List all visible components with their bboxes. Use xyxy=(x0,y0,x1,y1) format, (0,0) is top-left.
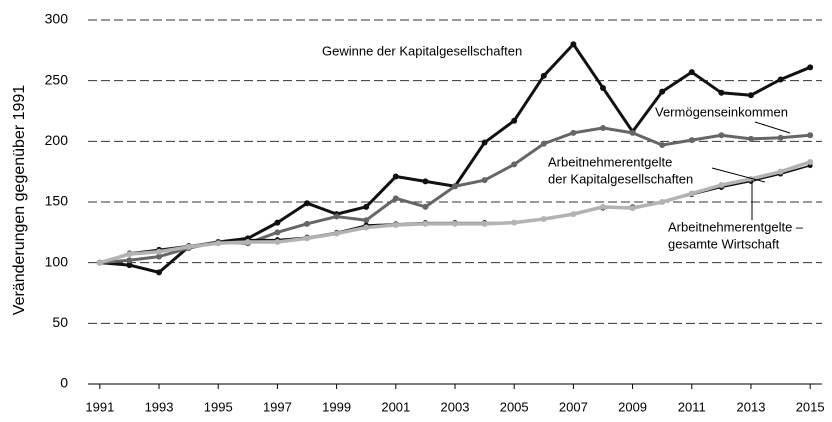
point xyxy=(304,235,311,242)
x-tick-label: 2009 xyxy=(618,399,647,414)
point xyxy=(274,229,281,236)
point xyxy=(96,259,103,266)
leader-line xyxy=(754,121,791,134)
point xyxy=(807,64,814,71)
point xyxy=(274,239,281,246)
point xyxy=(599,203,606,210)
point xyxy=(718,89,725,96)
point xyxy=(540,72,547,79)
x-tick-label: 2001 xyxy=(381,399,410,414)
x-tick-label: 2003 xyxy=(441,399,470,414)
y-tick-label: 200 xyxy=(45,132,69,148)
point xyxy=(659,88,666,95)
y-axis-label: Veränderungen gegenüber 1991 xyxy=(11,85,28,316)
point xyxy=(126,262,133,269)
point xyxy=(599,124,606,131)
point xyxy=(511,219,518,226)
point xyxy=(570,41,577,48)
point xyxy=(629,205,636,212)
point xyxy=(599,84,606,91)
annotation: der Kapitalgesellschaften xyxy=(548,171,693,186)
point xyxy=(540,140,547,147)
x-tick-label: 2015 xyxy=(796,399,825,414)
point xyxy=(422,203,429,210)
point xyxy=(156,269,163,276)
x-tick-label: 1999 xyxy=(322,399,351,414)
point xyxy=(126,257,133,264)
point xyxy=(659,199,666,205)
point xyxy=(570,129,577,136)
x-tick-label: 1997 xyxy=(263,399,292,414)
y-tick-label: 0 xyxy=(60,375,68,391)
point xyxy=(807,132,814,139)
point xyxy=(777,134,784,141)
point xyxy=(185,243,192,250)
annotation: gesamte Wirtschaft xyxy=(668,236,780,251)
x-tick-label: 2013 xyxy=(737,399,766,414)
point xyxy=(777,76,784,83)
point xyxy=(511,161,518,168)
point xyxy=(688,190,695,197)
point xyxy=(659,141,666,148)
point xyxy=(392,173,399,180)
y-tick-label: 300 xyxy=(45,11,69,27)
point xyxy=(807,158,814,165)
point xyxy=(540,215,547,222)
point xyxy=(244,239,251,246)
point xyxy=(392,222,399,229)
x-tick-label: 2005 xyxy=(500,399,529,414)
point xyxy=(422,178,429,185)
point xyxy=(747,92,754,99)
point xyxy=(126,251,133,258)
x-tick-label: 1995 xyxy=(204,399,233,414)
x-tick-label: 1993 xyxy=(145,399,174,414)
point xyxy=(481,139,488,146)
x-tick-label: 2011 xyxy=(678,399,706,414)
y-tick-label: 100 xyxy=(45,253,69,269)
point xyxy=(274,219,281,226)
y-tick-label: 250 xyxy=(45,71,69,87)
annotation: Arbeitnehmerentgelte – xyxy=(668,219,804,234)
point xyxy=(304,200,311,207)
point xyxy=(747,135,754,142)
annotation: Arbeitnehmerentgelte xyxy=(548,154,672,169)
point xyxy=(363,224,370,231)
point xyxy=(363,203,370,210)
point xyxy=(452,220,458,227)
point xyxy=(422,220,429,227)
x-tick-label: 1991 xyxy=(85,399,114,414)
point xyxy=(333,213,340,220)
point xyxy=(215,240,222,247)
point xyxy=(688,137,695,144)
point xyxy=(452,183,458,190)
point xyxy=(718,182,725,189)
x-tick-label: 2007 xyxy=(559,399,588,414)
point xyxy=(392,195,399,202)
leader-line xyxy=(711,167,766,183)
annotation: Gewinne der Kapitalgesellschaften xyxy=(322,43,522,58)
point xyxy=(363,217,370,224)
point xyxy=(156,253,163,260)
point xyxy=(570,211,577,218)
point xyxy=(688,69,695,76)
y-tick-label: 50 xyxy=(52,314,68,330)
y-tick-label: 150 xyxy=(45,193,69,209)
point xyxy=(629,129,636,136)
point xyxy=(777,168,784,175)
point xyxy=(718,132,725,139)
point xyxy=(304,220,311,227)
point xyxy=(511,117,518,124)
annotation: Vermögenseinkommen xyxy=(655,104,788,119)
point xyxy=(156,248,163,255)
point xyxy=(481,220,488,227)
point xyxy=(333,230,340,237)
point xyxy=(481,177,488,184)
